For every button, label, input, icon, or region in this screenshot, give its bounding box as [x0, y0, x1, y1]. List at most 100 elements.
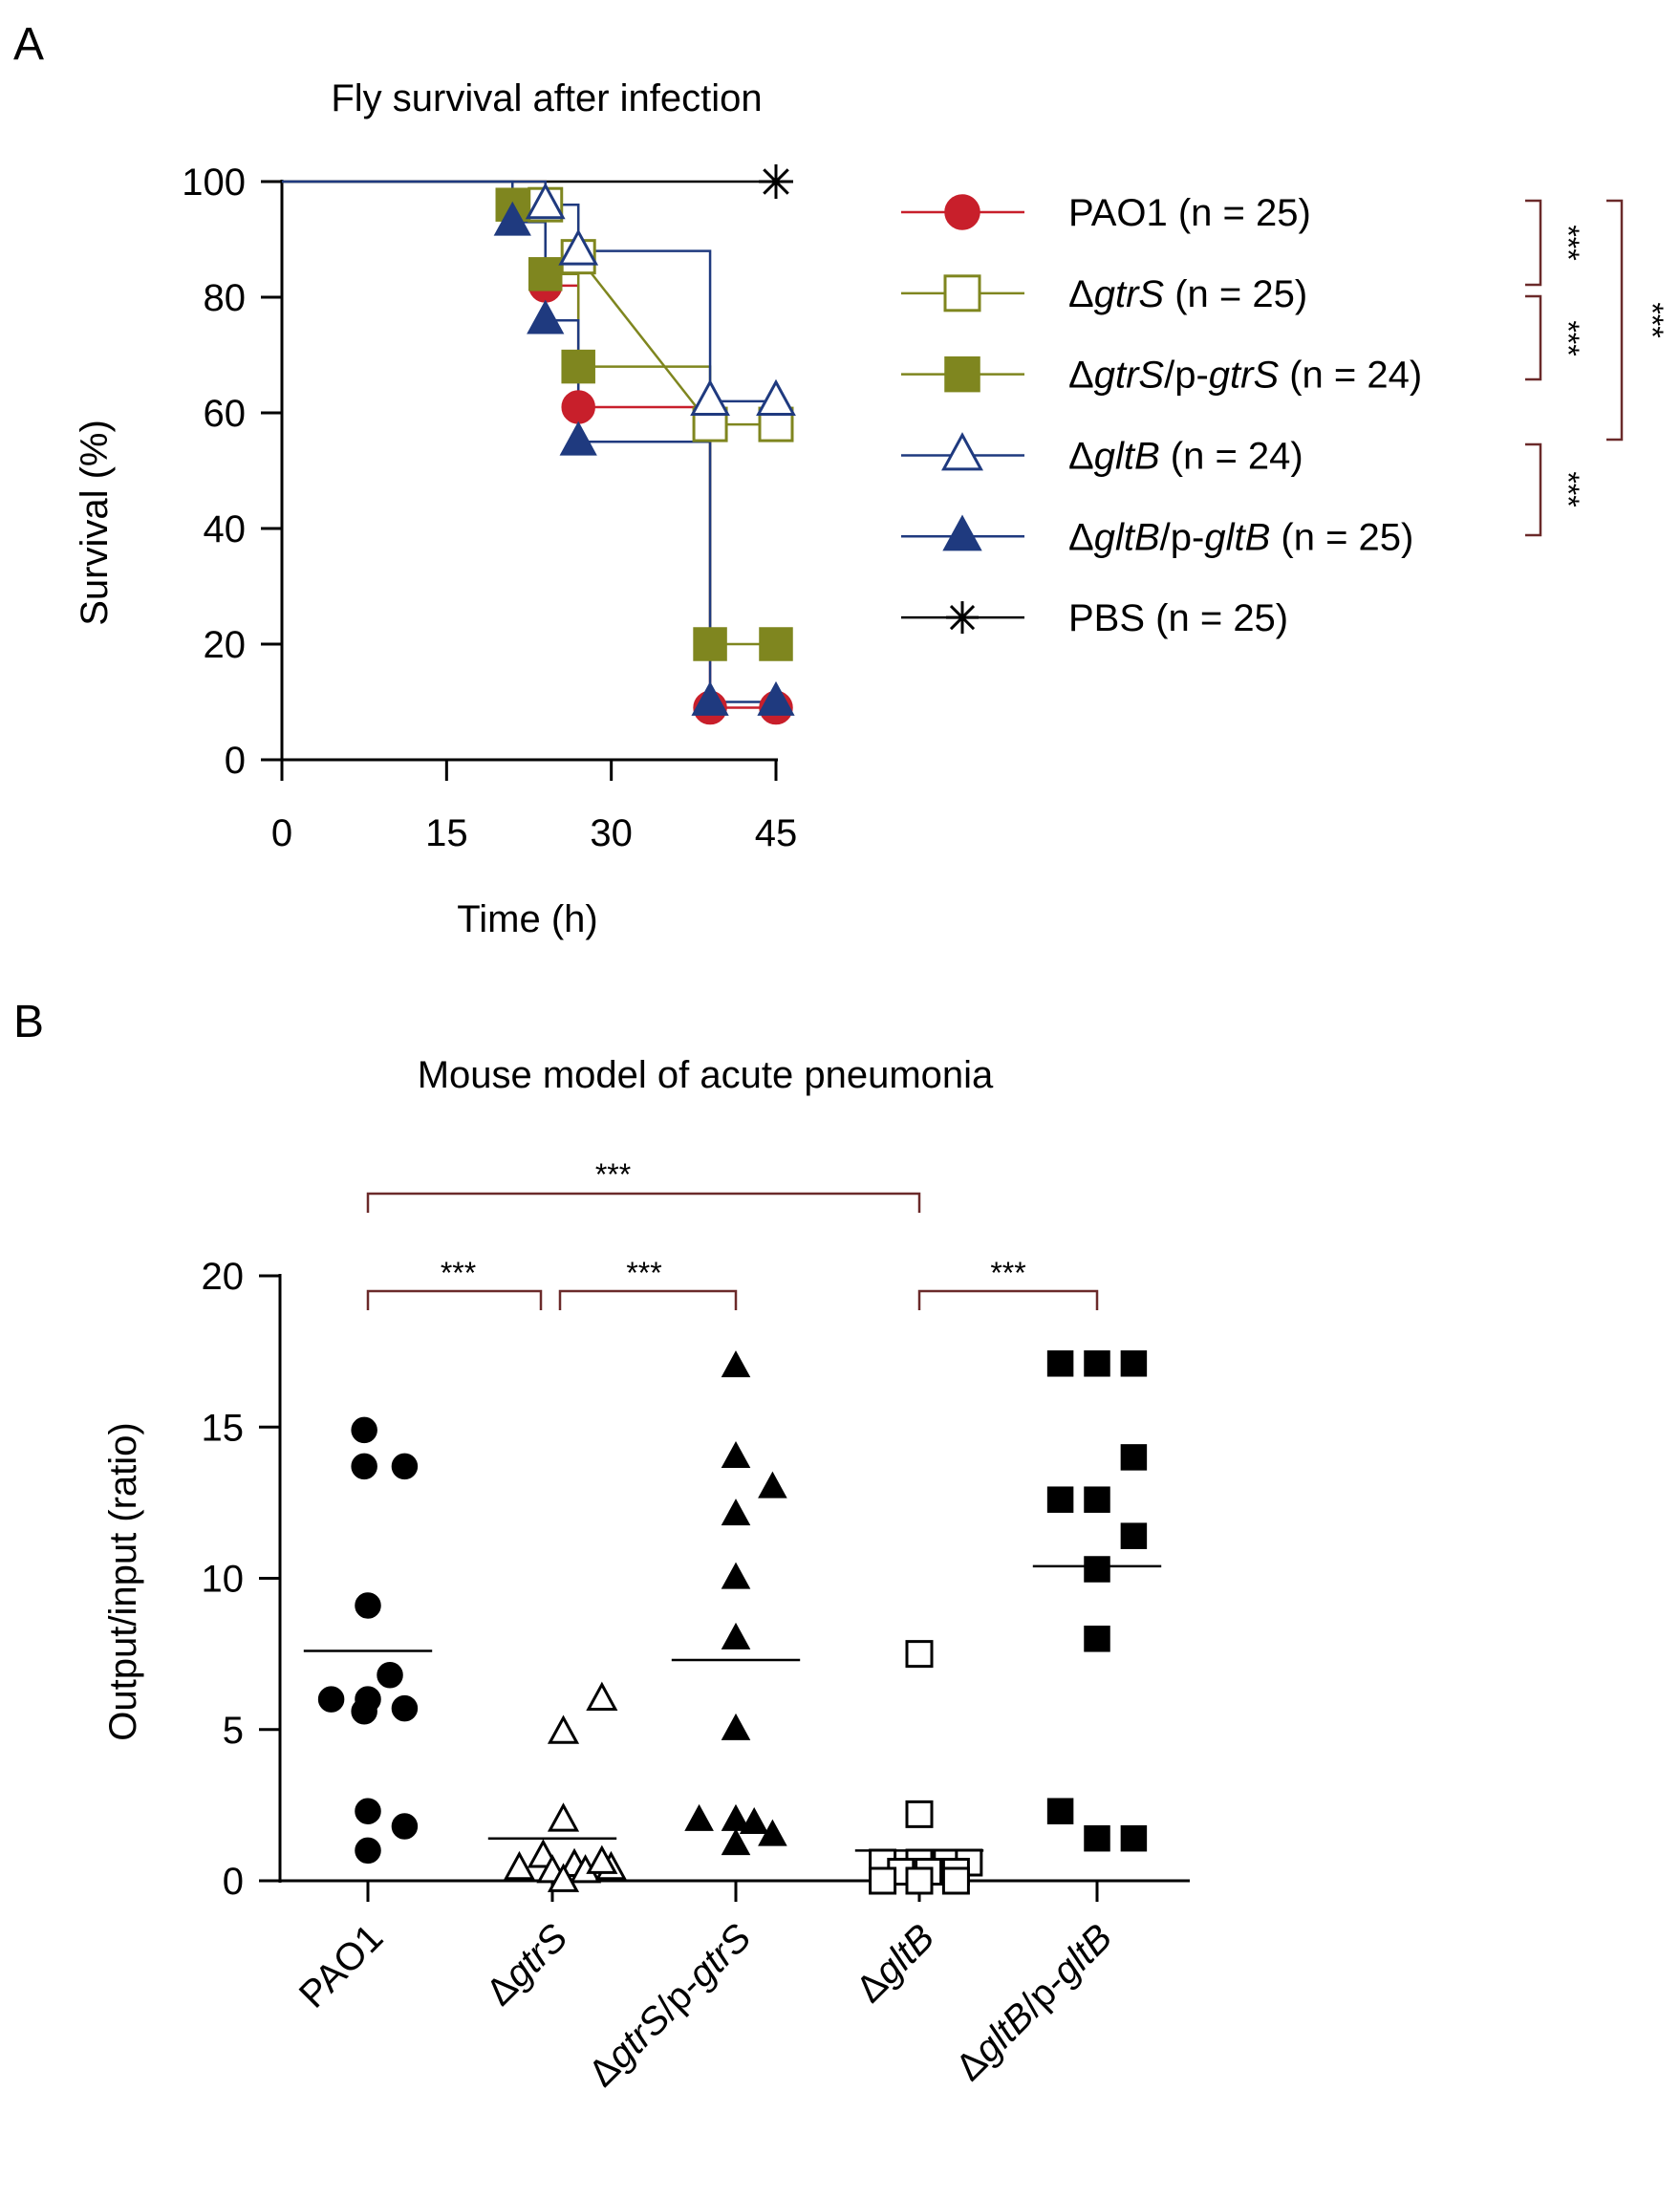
panel-a-bracket-gtrs-comp — [1525, 294, 1542, 381]
panel-a-sig-label-pao1-gltb: *** — [1635, 302, 1669, 337]
panel-a-significance-brackets: *** *** *** *** — [1525, 199, 1669, 537]
legend-label-delta-gltb-p-gltb: ΔgltB/p-gltB (n = 25) — [1068, 516, 1413, 558]
legend-label-delta-gtrs-p-gtrs-part: gtrS — [1094, 355, 1165, 397]
legend-marker-delta-gltb — [941, 432, 983, 471]
panel-b-point-delta-gtrs-p-gtrs — [684, 1803, 714, 1831]
legend-label-delta-gltb-p-gltb-part: /p- — [1160, 516, 1205, 558]
panel-b-point-delta-gltb-p-gltb — [1084, 1556, 1110, 1583]
panel-b-point-delta-gtrs-p-gtrs — [721, 1828, 751, 1856]
panel-b-point-delta-gtrs-p-gtrs — [739, 1806, 769, 1834]
legend-marker-delta-gtrs-p-gtrs — [944, 356, 980, 393]
panel-a-bracket-pao1-gtrs — [1525, 199, 1542, 287]
panel-a-x-tick-label: 15 — [425, 812, 468, 854]
panel-a-legend: PAO1 (n = 25)ΔgtrS (n = 25)ΔgtrS/p-gtrS … — [901, 192, 1422, 639]
panel-b-point-pao1 — [355, 1798, 381, 1824]
panel-b-point-delta-gtrs-p-gtrs — [721, 1713, 751, 1740]
panel-b-point-pao1 — [355, 1837, 381, 1865]
panel-b-point-delta-gltb-p-gltb — [1120, 1824, 1148, 1852]
panel-a-sig-label-pao1-gtrs: *** — [1551, 225, 1585, 260]
panel-b-point-delta-gltb-p-gltb — [1120, 1444, 1148, 1471]
panel-b-points — [303, 1350, 1162, 1895]
panel-a-x-axis-label: Time (h) — [457, 898, 597, 940]
legend-label-delta-gltb-p-gltb-part: Δ — [1068, 516, 1094, 558]
panel-b-point-pao1 — [391, 1453, 419, 1480]
panel-b-point-delta-gtrs-p-gtrs — [758, 1819, 787, 1846]
panel-b-y-tick-label: 0 — [223, 1861, 244, 1903]
panel-a-y-tick-label: 0 — [225, 740, 246, 782]
legend-marker-pbs-stroke — [949, 605, 976, 631]
panel-a-y-tick-label: 20 — [204, 624, 247, 666]
panel-a-survival-chart: A Fly survival after infection Survival … — [13, 19, 1669, 940]
panel-b-y-tick-label: 20 — [202, 1256, 245, 1298]
panel-b-point-delta-gtrs — [586, 1681, 618, 1711]
panel-b-point-pao1 — [351, 1698, 377, 1725]
panel-a-marker-pao1 — [561, 390, 595, 424]
panel-b-category-label-pao1-part: PAO1 — [291, 1916, 391, 2016]
panel-b-bracket-gtrs-comp — [558, 1289, 738, 1310]
legend-label-delta-gtrs-part: gtrS — [1094, 273, 1165, 315]
panel-a-marker-pbs-stroke — [763, 168, 789, 195]
panel-a-series — [282, 164, 796, 725]
legend-label-delta-gtrs-part: Δ — [1068, 273, 1094, 315]
panel-a-axes: 0 20 40 60 80 100 0 15 30 45 — [182, 162, 797, 854]
panel-b-point-delta-gltb-p-gltb — [1084, 1486, 1110, 1513]
panel-b-point-delta-gtrs-p-gtrs — [721, 1622, 751, 1649]
panel-b-point-delta-gtrs — [547, 1802, 580, 1832]
panel-a-marker-delta-gtrs-p-gtrs — [759, 627, 793, 661]
panel-a-marker-delta-gltb-p-gltb — [559, 420, 597, 456]
panel-a-marker-delta-gltb — [558, 228, 599, 266]
panel-b-sig-label-gltb-comp: *** — [990, 1256, 1025, 1290]
panel-b-point-pao1 — [377, 1662, 403, 1689]
panel-b-point-delta-gtrs-p-gtrs — [721, 1562, 751, 1589]
panel-a-marker-delta-gltb — [525, 183, 566, 220]
panel-a-y-axis-label: Survival (%) — [74, 420, 116, 626]
panel-a-marker-delta-gtrs-p-gtrs — [693, 627, 727, 661]
panel-b-significance-brackets: *** *** *** *** — [366, 1157, 1099, 1310]
legend-label-pao1-part: PAO1 — [1068, 192, 1168, 234]
panel-b-title: Mouse model of acute pneumonia — [418, 1054, 994, 1096]
panel-a-bracket-pao1-gltb — [1606, 199, 1624, 442]
panel-b-point-delta-gltb-p-gltb — [1120, 1350, 1148, 1377]
legend-label-delta-gltb-p-gltb-part: gltB — [1204, 516, 1270, 558]
panel-a-x-tick-label: 0 — [271, 812, 292, 854]
panel-a-marker-delta-gltb-p-gltb — [527, 299, 565, 334]
panel-b-sig-label-gtrs-comp: *** — [626, 1256, 661, 1290]
panel-b-point-delta-gltb — [905, 1800, 934, 1828]
panel-a-y-tick-label: 40 — [204, 508, 247, 550]
panel-b-point-delta-gltb — [869, 1866, 897, 1895]
panel-b-point-pao1 — [355, 1592, 381, 1619]
panel-b-point-delta-gltb — [905, 1640, 934, 1669]
panel-a-y-tick-label: 100 — [182, 162, 246, 204]
legend-label-delta-gtrs: ΔgtrS (n = 25) — [1068, 273, 1307, 315]
legend-label-delta-gtrs-p-gtrs: ΔgtrS/p-gtrS (n = 24) — [1068, 355, 1422, 397]
panel-b-point-delta-gtrs-p-gtrs — [721, 1498, 751, 1526]
panel-b-point-delta-gtrs — [547, 1863, 580, 1892]
legend-label-delta-gtrs-p-gtrs-part: gtrS — [1209, 355, 1280, 397]
panel-b-point-delta-gtrs-p-gtrs — [758, 1471, 787, 1498]
panel-b-category-label-delta-gtrs-p-gtrs: ΔgtrS/p-gtrS — [581, 1916, 760, 2095]
panel-b-point-delta-gltb-p-gltb — [1084, 1350, 1110, 1377]
panel-b-category-label-delta-gltb: ΔgltB — [849, 1916, 943, 2011]
panel-a-marker-pbs — [759, 164, 793, 199]
panel-b-y-tick-label: 5 — [223, 1710, 244, 1752]
legend-marker-delta-gtrs — [943, 274, 981, 313]
legend-label-pao1: PAO1 (n = 25) — [1068, 192, 1311, 234]
legend-label-pbs-part: PBS — [1068, 597, 1145, 639]
panel-b-dot-plot: B Mouse model of acute pneumonia Output/… — [13, 997, 1190, 2095]
legend-label-delta-gltb-part: gltB — [1094, 435, 1160, 477]
panel-b-point-delta-gtrs-p-gtrs — [721, 1350, 751, 1378]
panel-a-title: Fly survival after infection — [331, 77, 762, 119]
panel-a-marker-delta-gltb-p-gltb — [757, 680, 795, 716]
legend-label-delta-gtrs-p-gtrs-part: Δ — [1068, 355, 1094, 397]
legend-label-delta-gltb-p-gltb-part: (n = 25) — [1270, 516, 1413, 558]
panel-b-bracket-pao1-gtrs — [366, 1289, 543, 1310]
panel-b-point-pao1 — [317, 1686, 345, 1713]
legend-label-delta-gtrs-part: (n = 25) — [1164, 273, 1307, 315]
panel-b-point-pao1 — [351, 1416, 377, 1444]
legend-marker-pao1 — [944, 194, 980, 230]
panel-b-point-pao1 — [391, 1813, 419, 1840]
panel-b-point-delta-gltb-p-gltb — [1084, 1824, 1110, 1852]
panel-b-point-delta-gltb-p-gltb — [1046, 1486, 1074, 1513]
panel-b-category-label-pao1: PAO1 — [291, 1916, 391, 2016]
panel-a-sig-label-gltb-comp: *** — [1551, 471, 1585, 507]
